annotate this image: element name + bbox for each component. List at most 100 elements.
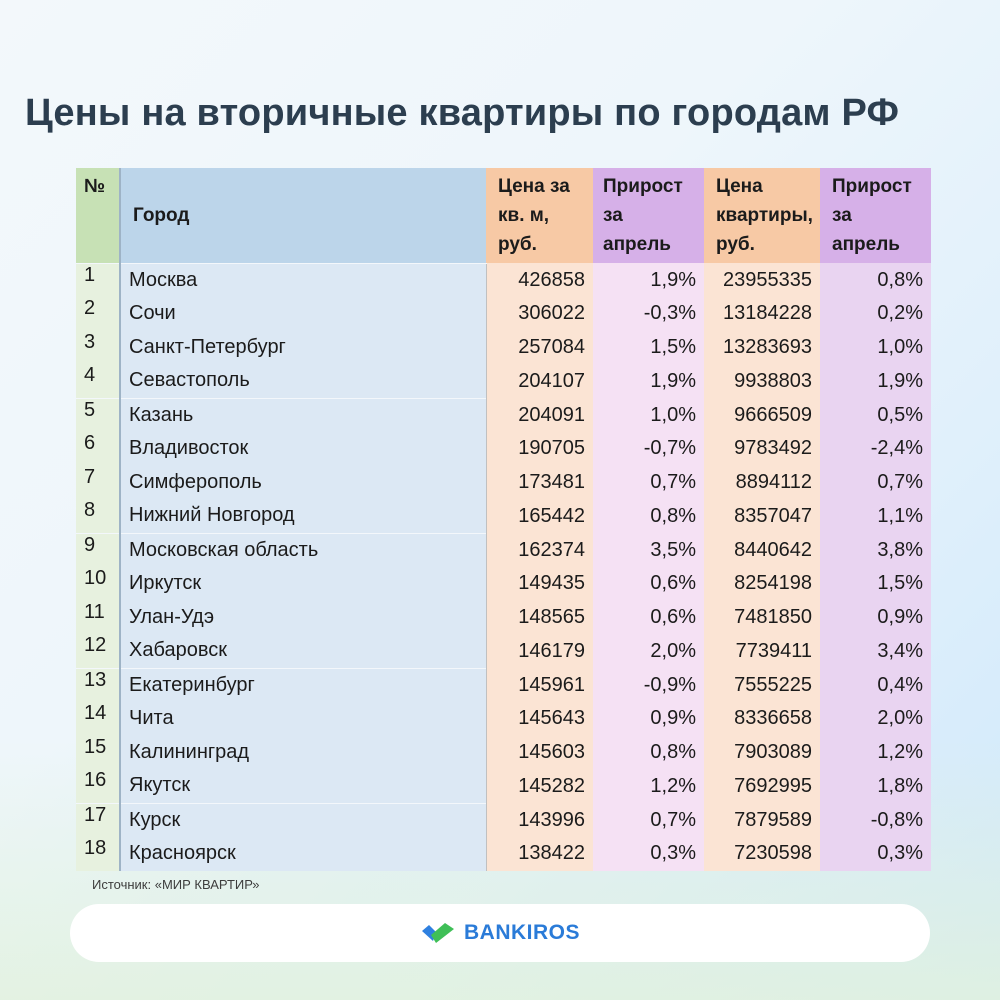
cell-growth-sqm: 1,5% <box>593 330 704 364</box>
table-row: 12 Хабаровск 146179 2,0% 7739411 3,4% <box>76 634 931 668</box>
cell-city: Калининград <box>119 735 486 769</box>
cell-growth-flat: 1,8% <box>820 769 931 803</box>
cell-city: Улан-Удэ <box>119 600 486 634</box>
cell-price-flat: 7692995 <box>704 769 820 803</box>
header-growth-flat-line: Прирост <box>832 176 912 197</box>
cell-price-flat: 8254198 <box>704 567 820 601</box>
table-row: 4 Севастополь 204107 1,9% 9938803 1,9% <box>76 364 931 398</box>
table-row: 17 Курск 143996 0,7% 7879589 -0,8% <box>76 802 931 837</box>
logo-green-shape <box>430 923 454 943</box>
table-row: 2 Сочи 306022 -0,3% 13184228 0,2% <box>76 297 931 331</box>
header-growth-flat-line: за <box>832 205 852 226</box>
cell-growth-sqm: 1,2% <box>593 769 704 803</box>
cell-price-sqm: 306022 <box>485 297 593 331</box>
cell-city: Севастополь <box>119 364 486 398</box>
cell-growth-flat: 1,2% <box>820 735 931 769</box>
cell-growth-flat: 1,1% <box>820 499 931 533</box>
cell-growth-sqm: 2,0% <box>593 634 704 668</box>
cell-num: 12 <box>76 634 120 668</box>
cell-city: Сочи <box>119 297 486 331</box>
table-row: 1 Москва 426858 1,9% 23955335 0,8% <box>76 262 931 297</box>
table-row: 9 Московская область 162374 3,5% 8440642 3,8% <box>76 532 931 567</box>
cell-city: Екатеринбург <box>119 667 486 702</box>
cell-price-sqm: 204091 <box>485 398 593 432</box>
table-row: 6 Владивосток 190705 -0,7% 9783492 -2,4% <box>76 432 931 466</box>
header-price-sqm-line: руб. <box>498 234 537 255</box>
cell-growth-flat: 0,2% <box>820 297 931 331</box>
cell-price-flat: 7481850 <box>704 600 820 634</box>
cell-price-sqm: 138422 <box>485 837 593 871</box>
cell-city: Иркутск <box>119 567 486 601</box>
cell-num: 10 <box>76 567 120 601</box>
cell-growth-sqm: -0,3% <box>593 297 704 331</box>
header-num: № <box>76 168 120 263</box>
cell-num: 11 <box>76 600 120 634</box>
cell-growth-flat: 0,9% <box>820 600 931 634</box>
cell-growth-sqm: 0,7% <box>593 465 704 499</box>
cell-growth-sqm: 0,6% <box>593 567 704 601</box>
cell-price-sqm: 148565 <box>485 600 593 634</box>
source-note: Источник: «МИР КВАРТИР» <box>92 877 260 892</box>
cell-growth-sqm: -0,9% <box>593 668 704 702</box>
cell-num: 6 <box>76 432 120 466</box>
cell-price-sqm: 145643 <box>485 702 593 736</box>
cell-growth-flat: 0,5% <box>820 398 931 432</box>
header-price-sqm-line: кв. м, <box>498 205 550 226</box>
cell-growth-sqm: 3,5% <box>593 533 704 567</box>
cell-num: 7 <box>76 465 120 499</box>
cell-price-sqm: 190705 <box>485 432 593 466</box>
cell-growth-sqm: 0,9% <box>593 702 704 736</box>
cell-city: Симферополь <box>119 465 486 499</box>
cell-price-flat: 9666509 <box>704 398 820 432</box>
cell-growth-flat: 0,8% <box>820 263 931 297</box>
cell-city: Хабаровск <box>119 634 486 668</box>
cell-price-flat: 13283693 <box>704 330 820 364</box>
cell-growth-flat: -0,8% <box>820 803 931 837</box>
cell-price-flat: 8357047 <box>704 499 820 533</box>
cell-price-sqm: 145282 <box>485 769 593 803</box>
cell-num: 1 <box>76 262 120 297</box>
cell-city: Санкт-Петербург <box>119 330 486 364</box>
table-row: 10 Иркутск 149435 0,6% 8254198 1,5% <box>76 567 931 601</box>
table-header-row: № Город Цена за кв. м, руб. Прирост за а… <box>76 168 931 263</box>
cell-city: Московская область <box>119 532 486 567</box>
cell-num: 4 <box>76 364 120 398</box>
table-body: 1 Москва 426858 1,9% 23955335 0,8% 2 Сочи 306022… <box>76 262 931 871</box>
footer-bar: BANKIROS <box>70 904 930 962</box>
header-growth-sqm-line: за <box>603 205 623 226</box>
cell-growth-sqm: 0,8% <box>593 499 704 533</box>
cell-growth-sqm: 0,8% <box>593 735 704 769</box>
cell-price-flat: 9783492 <box>704 432 820 466</box>
cell-growth-flat: 3,8% <box>820 533 931 567</box>
cell-price-sqm: 426858 <box>485 263 593 297</box>
cell-price-flat: 7230598 <box>704 837 820 871</box>
cell-num: 17 <box>76 802 120 837</box>
cell-growth-sqm: 1,9% <box>593 364 704 398</box>
cell-growth-flat: 0,3% <box>820 837 931 871</box>
table-row: 7 Симферополь 173481 0,7% 8894112 0,7% <box>76 465 931 499</box>
cell-num: 13 <box>76 667 120 702</box>
brand-name: BANKIROS <box>463 921 580 944</box>
header-price-flat-line: квартиры, <box>716 205 813 226</box>
cell-num: 3 <box>76 330 120 364</box>
cell-growth-flat: -2,4% <box>820 432 931 466</box>
bankiros-check-logo-icon <box>421 923 454 943</box>
cell-city: Красноярск <box>119 837 486 871</box>
cell-price-flat: 13184228 <box>704 297 820 331</box>
cell-price-flat: 7879589 <box>704 803 820 837</box>
cell-growth-flat: 3,4% <box>820 634 931 668</box>
cell-num: 5 <box>76 397 120 432</box>
cell-growth-flat: 1,5% <box>820 567 931 601</box>
cell-price-flat: 8440642 <box>704 533 820 567</box>
cell-growth-flat: 0,4% <box>820 668 931 702</box>
cell-num: 8 <box>76 499 120 533</box>
header-growth-sqm-line: Прирост <box>603 176 683 197</box>
prices-table: № Город Цена за кв. м, руб. Прирост за а… <box>76 168 932 871</box>
cell-price-sqm: 145603 <box>485 735 593 769</box>
header-growth-flat: Прирост за апрель <box>820 168 931 263</box>
cell-price-flat: 7903089 <box>704 735 820 769</box>
header-growth-flat-line: апрель <box>832 234 900 255</box>
cell-growth-sqm: -0,7% <box>593 432 704 466</box>
cell-price-sqm: 165442 <box>485 499 593 533</box>
cell-city: Курск <box>119 802 486 837</box>
